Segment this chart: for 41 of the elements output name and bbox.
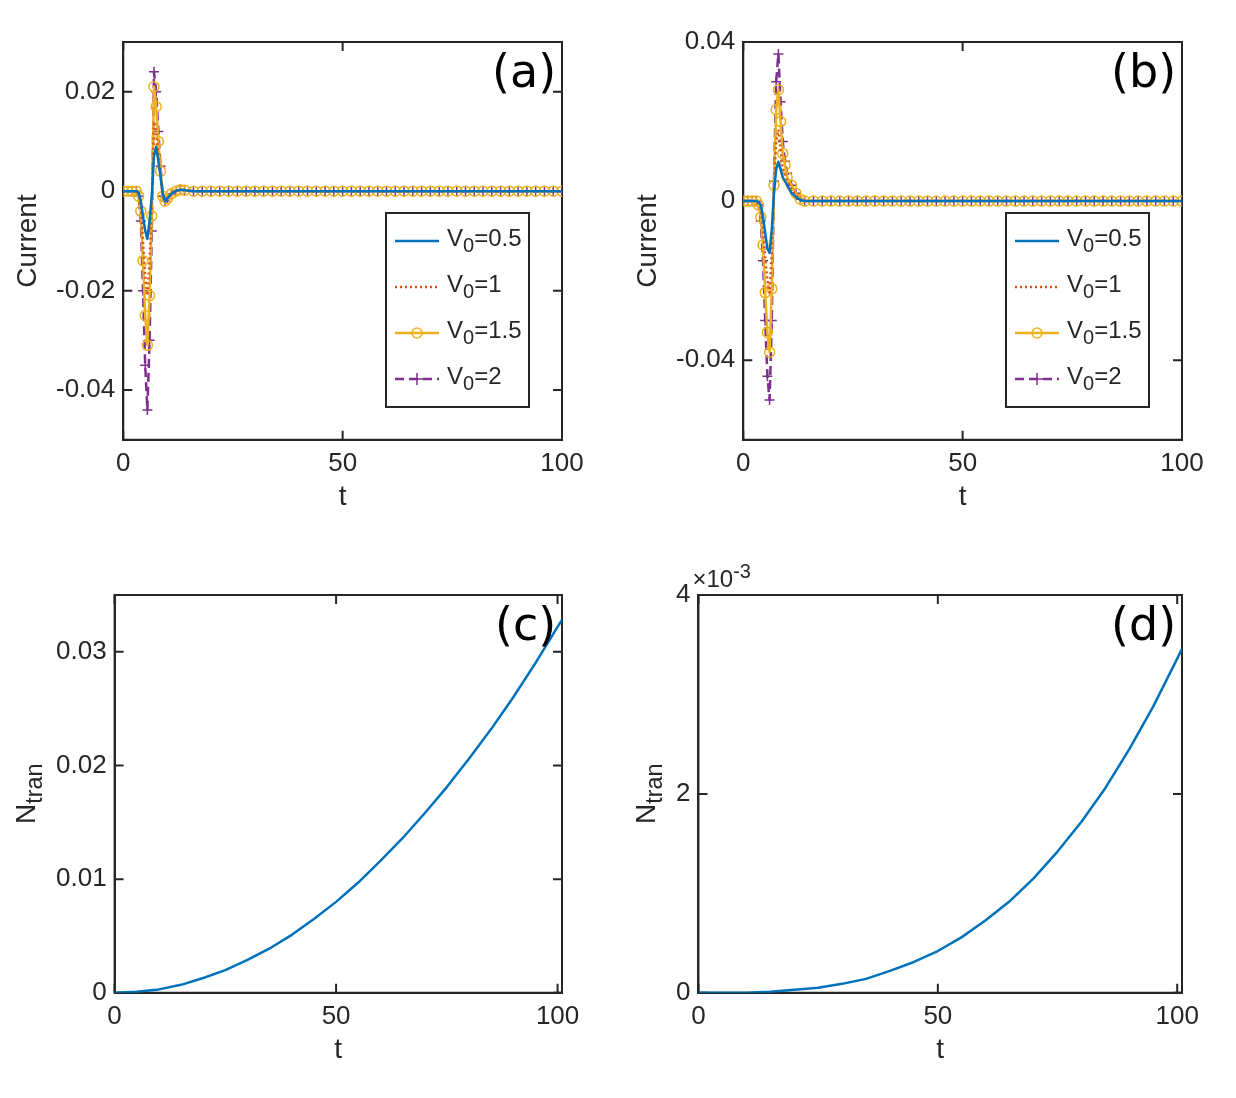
legend-label: V$_{0}$=1 [1067, 270, 1122, 304]
y-tick-label: 0 [100, 174, 116, 205]
legend-label: V$_{0}$=0.5 [447, 224, 522, 258]
y-tick-label: -0.04 [676, 343, 736, 374]
text: ×10$^{-3}$ [692, 560, 751, 593]
y-tick-label: 0.02 [64, 74, 116, 105]
y-tick-label: 0.02 [55, 748, 107, 779]
x-tick-label: 50 [321, 999, 351, 1030]
y-tick-label: 4 [675, 578, 691, 609]
y-tick-label: 0 [720, 184, 736, 215]
x-tick-label: 50 [328, 446, 358, 477]
y-tick-label: 0.01 [55, 862, 107, 893]
annotation: (d) [1111, 597, 1177, 651]
annotation: (b) [1111, 44, 1177, 98]
x-axis-title: t [334, 1032, 343, 1065]
legend-label: V$_{0}$=1 [447, 270, 502, 304]
y-tick-label: -0.02 [56, 273, 116, 304]
y-tick-label: -0.04 [56, 373, 116, 404]
legend-label: V$_{0}$=1.5 [1067, 316, 1142, 350]
legend-label: V$_{0}$=1.5 [447, 316, 522, 350]
x-tick-label: 100 [540, 446, 584, 477]
x-axis-title: t [936, 1032, 944, 1065]
legend-label: V$_{0}$=2 [447, 362, 502, 396]
y-tick-label: 0.04 [684, 25, 736, 56]
y-axis-title: Current [630, 194, 663, 288]
x-tick-label: 100 [1160, 446, 1204, 477]
y-tick-label: 0.03 [55, 635, 107, 665]
x-axis-title: t [338, 479, 347, 512]
x-tick-label: 100 [535, 999, 580, 1030]
x-axis-title: t [958, 479, 967, 512]
annotation: (a) [492, 44, 557, 98]
legend-label: V$_{0}$=0.5 [1067, 224, 1142, 258]
x-tick-label: 50 [923, 999, 953, 1030]
y-tick-label: 0 [675, 975, 691, 1006]
y-tick-label: 2 [675, 777, 691, 808]
legend-label: V$_{0}$=2 [1067, 362, 1122, 396]
x-tick-label: 100 [1155, 999, 1199, 1030]
y-axis-title: Current [10, 194, 43, 288]
annotation: (c) [495, 597, 557, 651]
x-tick-label: 50 [948, 446, 978, 477]
y-tick-label: 0 [92, 975, 107, 1006]
